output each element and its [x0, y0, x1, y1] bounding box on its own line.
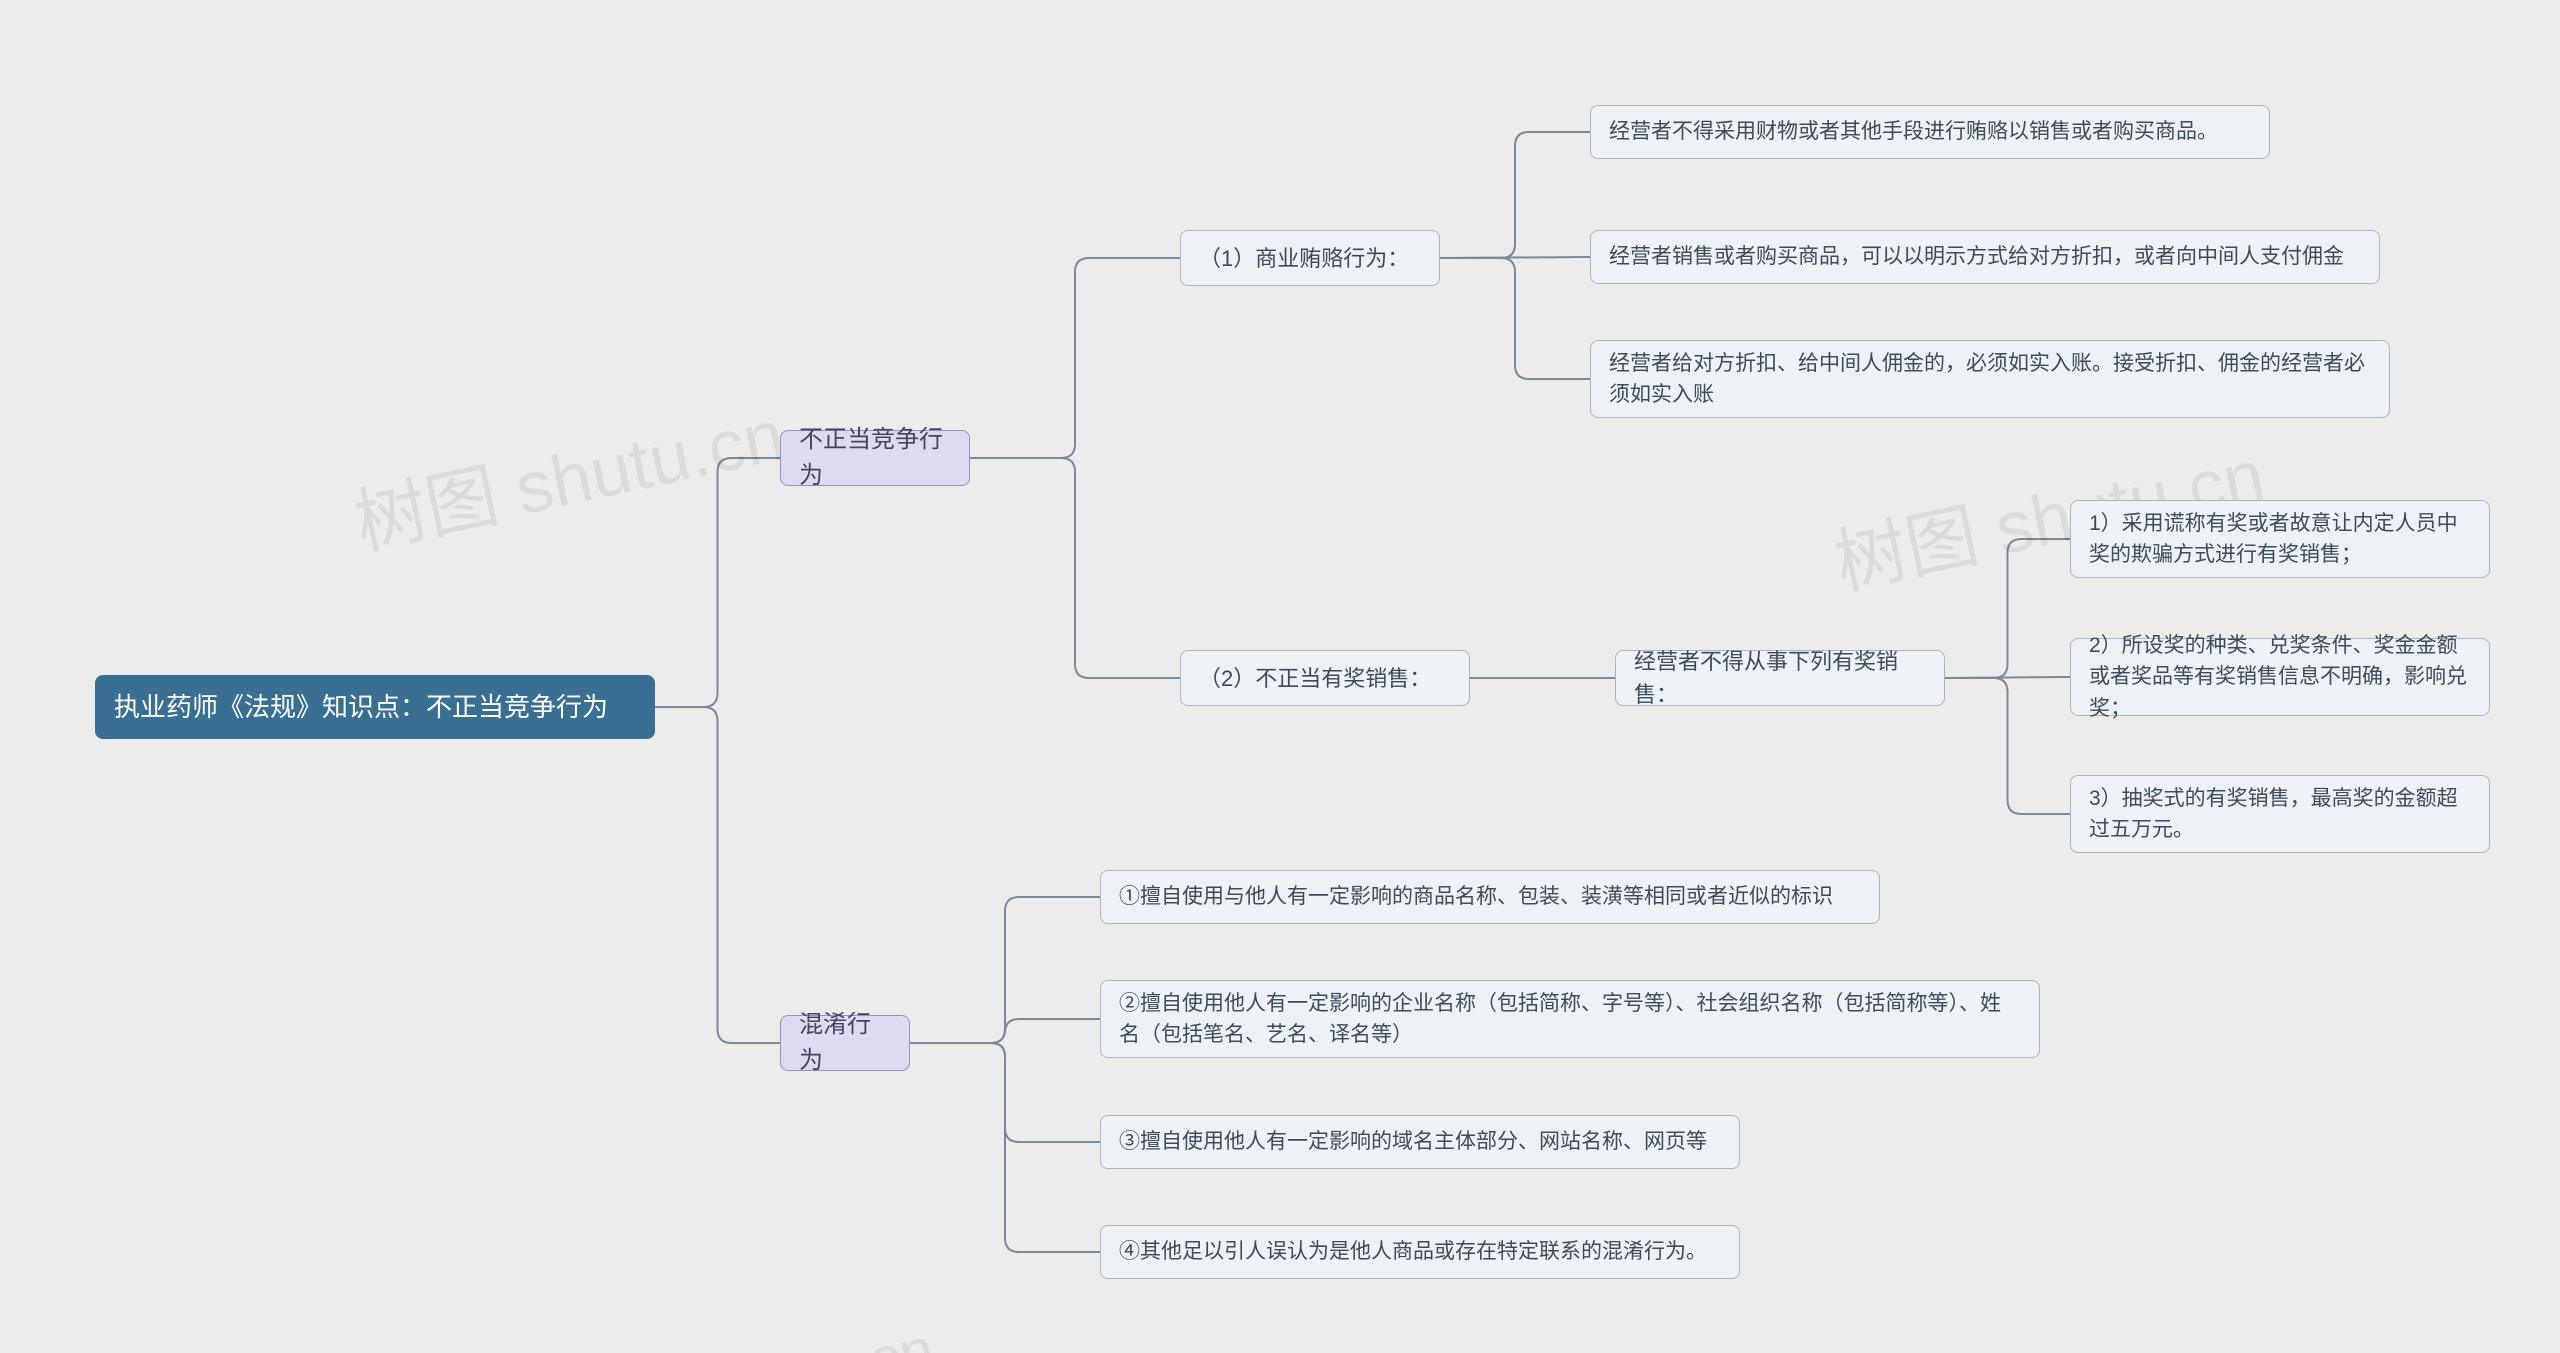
- node-label: ④其他足以引人误认为是他人商品或存在特定联系的混淆行为。: [1119, 1236, 1707, 1268]
- node-label: ②擅自使用他人有一定影响的企业名称（包括简称、字号等）、社会组织名称（包括简称等…: [1119, 988, 2021, 1051]
- branch-confusion[interactable]: 混淆行为: [780, 1015, 910, 1071]
- node-bribery[interactable]: （1）商业贿赂行为：: [1180, 230, 1440, 286]
- leaf-prize-1[interactable]: 1）采用谎称有奖或者故意让内定人员中奖的欺骗方式进行有奖销售；: [2070, 500, 2490, 578]
- node-label: 混淆行为: [799, 1007, 891, 1079]
- node-label: 2）所设奖的种类、兑奖条件、奖金金额或者奖品等有奖销售信息不明确，影响兑奖；: [2089, 630, 2471, 725]
- node-prize-sale[interactable]: （2）不正当有奖销售：: [1180, 650, 1470, 706]
- watermark: 树图 shutu.cn: [344, 376, 792, 569]
- watermark: cn: [864, 1314, 940, 1353]
- node-label: 经营者不得从事下列有奖销售：: [1634, 645, 1926, 711]
- branch-unfair-competition[interactable]: 不正当竞争行为: [780, 430, 970, 486]
- node-label: ①擅自使用与他人有一定影响的商品名称、包装、装潢等相同或者近似的标识: [1119, 881, 1833, 913]
- node-label: 1）采用谎称有奖或者故意让内定人员中奖的欺骗方式进行有奖销售；: [2089, 508, 2471, 571]
- node-prize-forbidden[interactable]: 经营者不得从事下列有奖销售：: [1615, 650, 1945, 706]
- root-label: 执业药师《法规》知识点：不正当竞争行为: [114, 688, 608, 727]
- leaf-bribery-2[interactable]: 经营者销售或者购买商品，可以以明示方式给对方折扣，或者向中间人支付佣金: [1590, 230, 2380, 284]
- root-node[interactable]: 执业药师《法规》知识点：不正当竞争行为: [95, 675, 655, 739]
- mindmap-canvas: 树图 shutu.cn 树图 shutu.cn cn 执业药师《法规》知识点：不…: [0, 0, 2560, 1353]
- node-label: 经营者给对方折扣、给中间人佣金的，必须如实入账。接受折扣、佣金的经营者必须如实入…: [1609, 348, 2371, 411]
- leaf-prize-3[interactable]: 3）抽奖式的有奖销售，最高奖的金额超过五万元。: [2070, 775, 2490, 853]
- leaf-bribery-1[interactable]: 经营者不得采用财物或者其他手段进行贿赂以销售或者购买商品。: [1590, 105, 2270, 159]
- leaf-confusion-3[interactable]: ③擅自使用他人有一定影响的域名主体部分、网站名称、网页等: [1100, 1115, 1740, 1169]
- leaf-confusion-4[interactable]: ④其他足以引人误认为是他人商品或存在特定联系的混淆行为。: [1100, 1225, 1740, 1279]
- node-label: ③擅自使用他人有一定影响的域名主体部分、网站名称、网页等: [1119, 1126, 1707, 1158]
- leaf-prize-2[interactable]: 2）所设奖的种类、兑奖条件、奖金金额或者奖品等有奖销售信息不明确，影响兑奖；: [2070, 638, 2490, 716]
- node-label: （2）不正当有奖销售：: [1199, 662, 1431, 695]
- leaf-confusion-1[interactable]: ①擅自使用与他人有一定影响的商品名称、包装、装潢等相同或者近似的标识: [1100, 870, 1880, 924]
- node-label: 经营者不得采用财物或者其他手段进行贿赂以销售或者购买商品。: [1609, 116, 2218, 148]
- node-label: 经营者销售或者购买商品，可以以明示方式给对方折扣，或者向中间人支付佣金: [1609, 241, 2344, 273]
- node-label: （1）商业贿赂行为：: [1199, 242, 1409, 275]
- node-label: 3）抽奖式的有奖销售，最高奖的金额超过五万元。: [2089, 783, 2471, 846]
- leaf-confusion-2[interactable]: ②擅自使用他人有一定影响的企业名称（包括简称、字号等）、社会组织名称（包括简称等…: [1100, 980, 2040, 1058]
- leaf-bribery-3[interactable]: 经营者给对方折扣、给中间人佣金的，必须如实入账。接受折扣、佣金的经营者必须如实入…: [1590, 340, 2390, 418]
- node-label: 不正当竞争行为: [799, 422, 951, 494]
